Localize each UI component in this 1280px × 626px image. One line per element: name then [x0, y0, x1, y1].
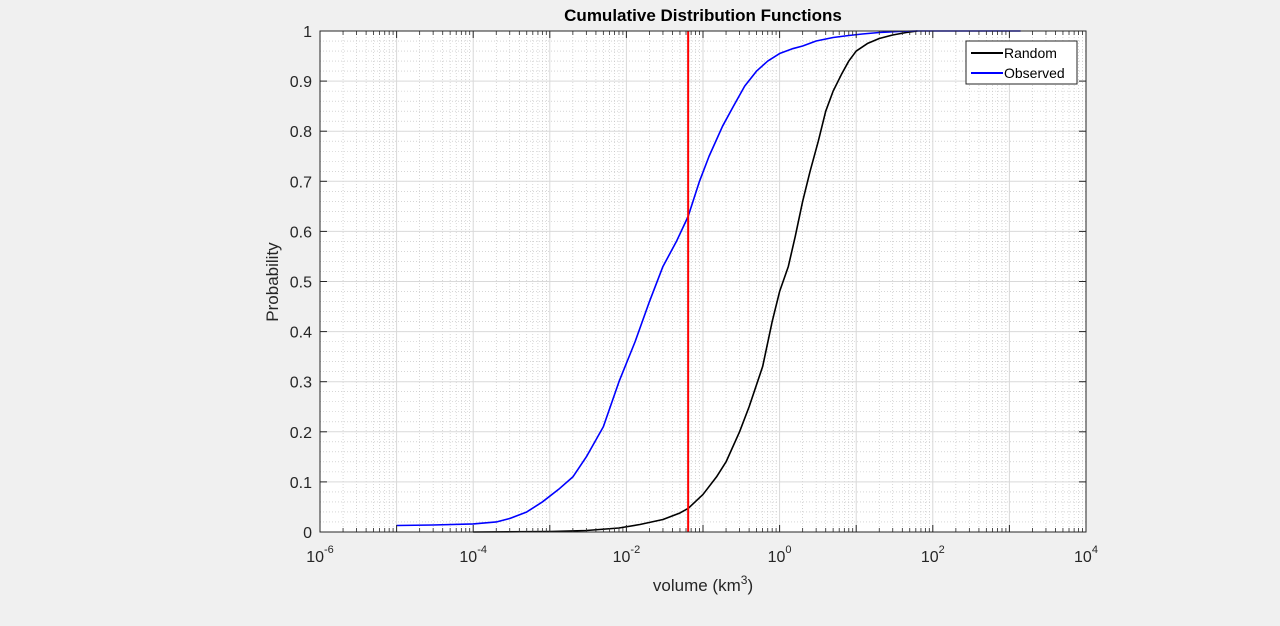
x-tick-label: 10-4 — [459, 544, 487, 566]
x-tick-label: 10-2 — [613, 544, 641, 566]
x-tick-label-base: 10 — [613, 549, 631, 566]
x-axis-label-sup: 3 — [741, 573, 748, 587]
y-tick-label: 0.7 — [290, 174, 312, 191]
legend-box — [965, 40, 1078, 85]
x-tick-label-base: 10 — [306, 549, 324, 566]
legend-label-random: Random — [1004, 45, 1057, 61]
x-tick-label: 100 — [768, 544, 792, 566]
series-line-observed — [396, 30, 1021, 527]
x-tick-label-exp: -4 — [477, 544, 487, 556]
x-tick-label-base: 10 — [459, 549, 477, 566]
x-tick-label-base: 10 — [921, 549, 939, 566]
x-tick-label: 10-6 — [306, 544, 334, 566]
x-tick-label: 102 — [921, 544, 945, 566]
y-tick-label: 0.2 — [290, 425, 312, 442]
y-tick-label: 0 — [303, 525, 312, 542]
y-tick-labels: 0 0.1 0.2 0.3 0.4 0.5 0.6 0.7 0.8 0.9 1 — [290, 24, 312, 542]
x-tick-label: 104 — [1074, 544, 1098, 566]
y-tick-label: 0.6 — [290, 224, 312, 241]
y-axis-label: Probability — [263, 242, 282, 322]
chart-title: Cumulative Distribution Functions — [564, 6, 842, 25]
x-axis-label-suffix: ) — [747, 576, 753, 595]
x-tick-label-exp: -6 — [324, 544, 334, 556]
y-tick-label: 0.4 — [290, 325, 312, 342]
x-tick-label-exp: 2 — [939, 544, 945, 556]
minor-grid — [320, 31, 1086, 532]
series-layer — [396, 30, 1021, 533]
x-axis-label-base: volume (km — [653, 576, 741, 595]
y-tick-label: 0.1 — [290, 475, 312, 492]
tick-marks — [319, 30, 1087, 533]
x-axis-label: volume (km3) — [653, 573, 753, 595]
x-tick-label-base: 10 — [768, 549, 786, 566]
x-tick-label-exp: -2 — [630, 544, 640, 556]
y-tick-label: 1 — [303, 24, 312, 41]
x-tick-labels: 10-6 10-4 10-2 100 102 104 — [306, 544, 1098, 566]
series-line-random — [473, 30, 918, 533]
y-tick-label: 0.8 — [290, 124, 312, 141]
x-tick-label-base: 10 — [1074, 549, 1092, 566]
y-tick-label: 0.3 — [290, 375, 312, 392]
y-tick-label: 0.5 — [290, 275, 312, 292]
legend: Random Observed — [965, 40, 1078, 85]
y-tick-label: 0.9 — [290, 74, 312, 91]
legend-label-observed: Observed — [1004, 65, 1065, 81]
x-tick-label-exp: 0 — [785, 544, 791, 556]
x-tick-label-exp: 4 — [1092, 544, 1098, 556]
